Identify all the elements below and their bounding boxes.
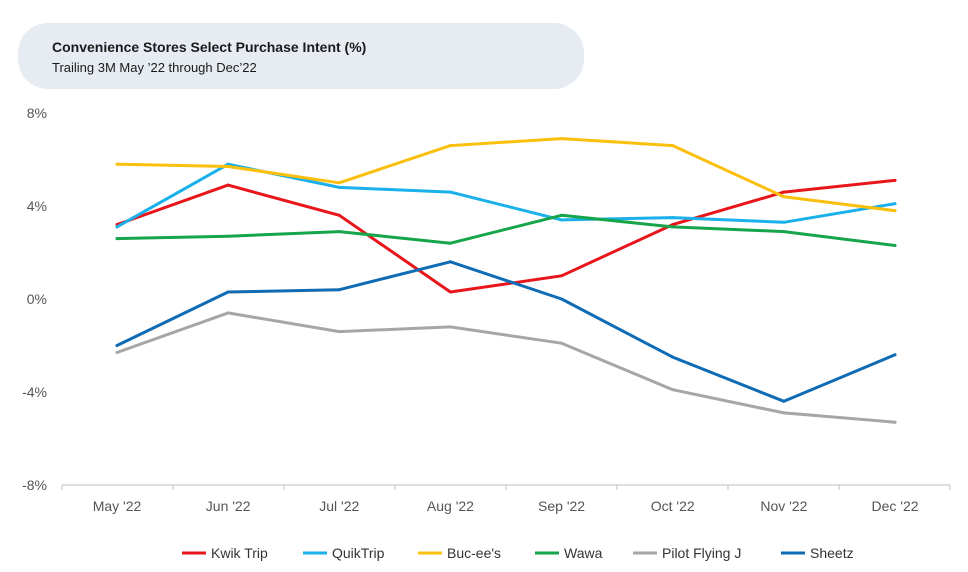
legend-item-sheetz: Sheetz [781,545,854,561]
chart-title: Convenience Stores Select Purchase Inten… [52,39,366,55]
data-point-pilot-flying-j [337,330,341,334]
series-sheetz [115,260,897,403]
data-point-sheetz [671,355,675,359]
data-point-quiktrip [115,225,119,229]
y-tick-label: -4% [22,384,47,400]
data-point-kwik-trip [226,183,230,187]
data-point-kwik-trip [782,190,786,194]
data-point-buc-ee-s [337,181,341,185]
data-point-quiktrip [782,220,786,224]
x-tick-label: Dec '22 [871,498,918,514]
chart-subtitle: Trailing 3M May ’22 through Dec’22 [52,60,257,75]
x-tick-label: Jun '22 [206,498,251,514]
data-point-pilot-flying-j [115,350,119,354]
data-point-buc-ee-s [671,144,675,148]
data-point-quiktrip [893,202,897,206]
legend-item-quiktrip: QuikTrip [303,545,385,561]
title-box: Convenience Stores Select Purchase Inten… [18,23,584,89]
legend: Kwik Trip QuikTrip Buc-ee's Wawa Pilot Flyin… [182,545,854,561]
series-wawa [115,213,897,248]
data-point-sheetz [226,290,230,294]
x-tick-label: Sep '22 [538,498,585,514]
data-point-kwik-trip [337,213,341,217]
data-point-wawa [782,230,786,234]
x-tick-label: Jul '22 [319,498,359,514]
y-tick-label: 8% [27,105,47,121]
x-tick-label: Nov '22 [760,498,807,514]
data-point-quiktrip [560,218,564,222]
data-point-sheetz [115,344,119,347]
data-point-buc-ee-s [448,144,452,148]
data-point-buc-ee-s [115,162,119,166]
y-tick-label: 0% [27,291,47,307]
series-buc-ee-s [115,137,897,213]
data-point-quiktrip [226,162,230,166]
legend-label: QuikTrip [332,545,385,561]
data-point-kwik-trip [560,274,564,278]
data-point-sheetz [782,399,786,403]
x-tick-label: May '22 [93,498,142,514]
series-line-pilot-flying-j [115,311,897,424]
series-layer [115,137,897,424]
data-point-pilot-flying-j [671,388,675,392]
data-point-quiktrip [337,185,341,189]
data-point-pilot-flying-j [782,411,786,415]
data-point-pilot-flying-j [560,341,564,345]
data-point-buc-ee-s [226,164,230,168]
x-tick-label: Aug '22 [427,498,474,514]
data-point-pilot-flying-j [226,311,230,315]
data-point-wawa [448,241,452,245]
data-point-wawa [893,244,897,248]
data-point-wawa [115,237,119,241]
data-point-pilot-flying-j [893,420,897,424]
y-axis: 8% 4% 0% -4% -8% [22,105,47,493]
series-line-kwik-trip [115,178,897,294]
data-point-sheetz [448,260,452,264]
legend-label: Wawa [564,545,603,561]
legend-item-pilot-flying-j: Pilot Flying J [633,545,741,561]
data-point-buc-ee-s [560,137,564,141]
data-point-wawa [226,234,230,238]
x-axis: May '22 Jun '22 Jul '22 Aug '22 Sep '22 Oct '… [61,484,951,514]
y-tick-label: 4% [27,198,47,214]
series-line-buc-ee-s [115,137,897,213]
data-point-wawa [671,225,675,229]
series-line-wawa [115,213,897,247]
legend-item-wawa: Wawa [535,545,603,561]
data-point-kwik-trip [893,178,897,182]
legend-item-buc-ee-s: Buc-ee's [418,545,501,561]
data-point-wawa [560,213,564,217]
legend-item-kwik-trip: Kwik Trip [182,545,268,561]
data-point-buc-ee-s [782,195,786,199]
data-point-pilot-flying-j [448,325,452,329]
y-tick-label: -8% [22,477,47,493]
legend-label: Kwik Trip [211,545,268,561]
data-point-quiktrip [671,216,675,220]
series-line-sheetz [115,260,897,403]
data-point-kwik-trip [448,290,452,294]
data-point-buc-ee-s [893,209,897,213]
series-pilot-flying-j [115,311,897,424]
data-point-quiktrip [448,190,452,194]
data-point-sheetz [337,288,341,292]
data-point-wawa [337,230,341,234]
legend-label: Pilot Flying J [662,545,741,561]
legend-label: Sheetz [810,545,854,561]
title-box-background [18,23,584,89]
data-point-sheetz [893,353,897,357]
legend-label: Buc-ee's [447,545,501,561]
x-tick-label: Oct '22 [651,498,695,514]
data-point-sheetz [560,297,564,301]
